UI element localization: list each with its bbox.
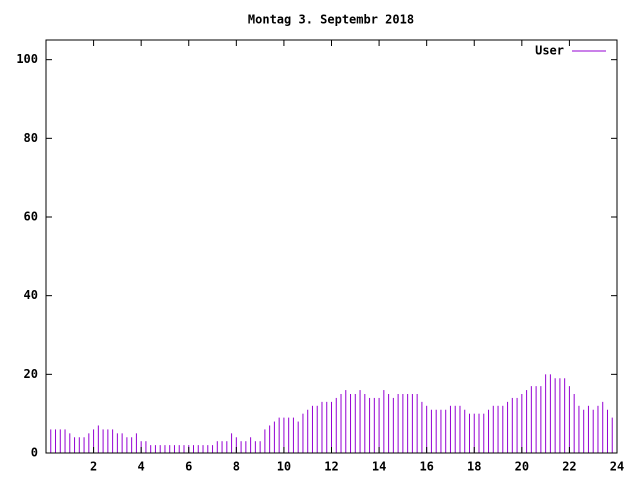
plot-frame [45, 39, 618, 454]
y-tick-label: 60 [24, 210, 38, 224]
x-tick-label: 8 [233, 460, 240, 474]
y-tick-label: 20 [24, 367, 38, 381]
x-tick-label: 4 [138, 460, 145, 474]
x-tick-label: 10 [277, 460, 291, 474]
x-tick-label: 22 [562, 460, 576, 474]
x-tick-label: 6 [185, 460, 192, 474]
y-tick-label: 0 [31, 446, 38, 460]
x-tick-label: 16 [419, 460, 433, 474]
x-tick-label: 14 [372, 460, 386, 474]
x-tick-label: 24 [610, 460, 624, 474]
y-tick-label: 80 [24, 131, 38, 145]
legend-label: User [535, 44, 564, 58]
y-tick-label: 100 [16, 52, 38, 66]
chart-title: Montag 3. Septembr 2018 [248, 13, 414, 27]
x-tick-label: 12 [324, 460, 338, 474]
x-tick-label: 20 [515, 460, 529, 474]
x-tick-label: 18 [467, 460, 481, 474]
x-tick-label: 2 [90, 460, 97, 474]
y-tick-label: 40 [24, 288, 38, 302]
